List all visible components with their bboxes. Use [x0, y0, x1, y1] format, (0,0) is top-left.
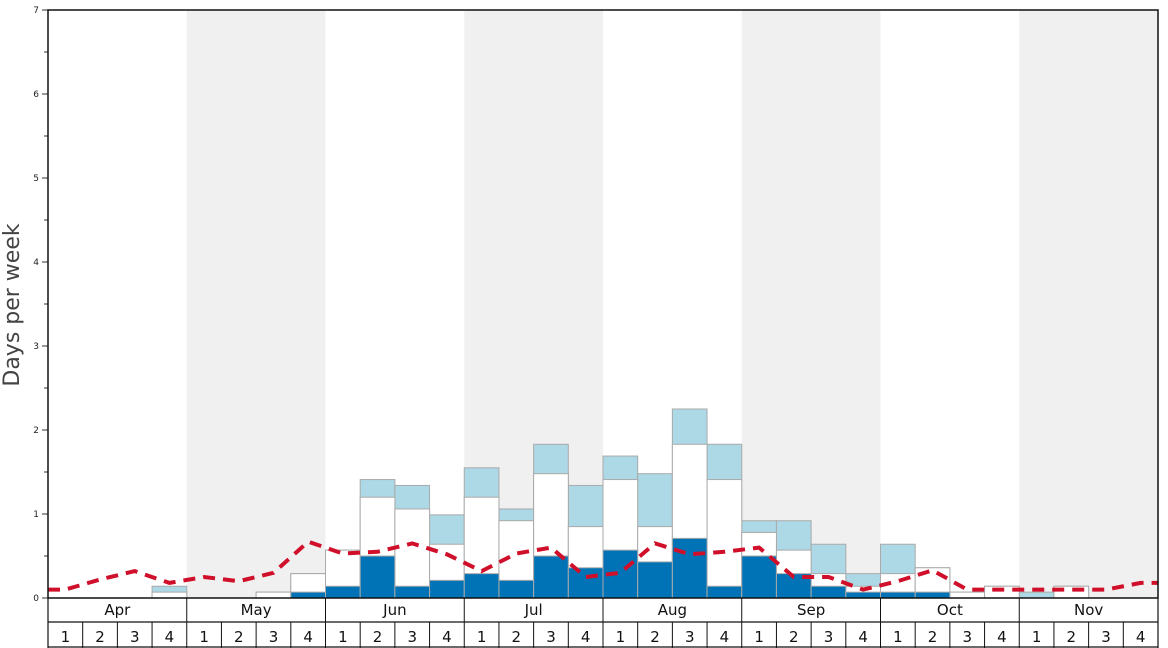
y-tick-label: 5: [33, 174, 39, 184]
y-axis-label: Days per week: [0, 223, 25, 386]
week-label: 4: [442, 628, 452, 646]
month-band: [186, 10, 326, 598]
bar-bottom: [741, 555, 777, 599]
month-band: [1019, 10, 1158, 598]
week-label: 4: [997, 628, 1007, 646]
week-label: 4: [165, 628, 175, 646]
bar-bottom: [498, 579, 535, 599]
bar-bottom: [463, 573, 500, 599]
y-tick-label: 3: [33, 342, 39, 352]
week-label: 2: [512, 628, 522, 646]
month-bands: [186, 10, 1158, 598]
week-label: 3: [269, 628, 279, 646]
week-label: 4: [720, 628, 730, 646]
x-axis: Apr May Jun Jul Aug Sep Oct Nov 1 2 3 4 1 2 3 4 1 2 3 4 1 2 3 4…: [47, 598, 1159, 648]
week-label: 2: [928, 628, 938, 646]
y-tick-label: 6: [33, 90, 39, 100]
y-tick-label: 7: [33, 6, 39, 16]
month-label: Jul: [524, 601, 543, 619]
week-label: 3: [130, 628, 140, 646]
week-label: 2: [789, 628, 799, 646]
bar-middle: [949, 591, 986, 599]
bar-bottom: [325, 585, 361, 599]
bar-middle: [151, 591, 188, 599]
bar-bottom: [429, 579, 465, 599]
month-label: Apr: [104, 601, 131, 619]
week-label: 3: [824, 628, 834, 646]
week-label: 1: [199, 628, 209, 646]
week-label: 3: [685, 628, 695, 646]
y-axis: 0 1 2 3 4 5 6 7: [33, 6, 48, 604]
week-label: 1: [893, 628, 903, 646]
week-label: 3: [1101, 628, 1111, 646]
week-label: 4: [303, 628, 313, 646]
week-label: 2: [234, 628, 244, 646]
y-tick-label: 0: [33, 594, 39, 604]
week-label: 2: [650, 628, 660, 646]
week-label: 4: [581, 628, 591, 646]
plot-frame: [47, 9, 1159, 599]
month-label: Oct: [937, 601, 963, 619]
week-label: 1: [754, 628, 764, 646]
month-label: Aug: [658, 601, 687, 619]
bar-bottom: [533, 555, 569, 599]
week-label: 1: [1032, 628, 1042, 646]
week-label: 3: [962, 628, 972, 646]
bar-bottom: [567, 567, 604, 599]
bar-middle: [394, 508, 431, 599]
bar-middle: [255, 591, 292, 599]
week-label: 1: [338, 628, 348, 646]
y-tick-label: 4: [33, 258, 39, 268]
bar-bottom: [810, 585, 847, 599]
week-label: 2: [1067, 628, 1077, 646]
month-label: Sep: [797, 601, 825, 619]
y-tick-label: 2: [33, 426, 39, 436]
month-label: Nov: [1074, 601, 1103, 619]
bar-bottom: [706, 585, 743, 599]
bar-bottom: [845, 591, 881, 599]
month-label: Jun: [382, 601, 406, 619]
week-label: 3: [407, 628, 417, 646]
bar-bottom: [637, 561, 673, 599]
month-label: May: [241, 601, 272, 619]
week-label: 1: [61, 628, 71, 646]
bar-bottom: [914, 591, 951, 599]
bar-bottom: [880, 591, 916, 599]
week-label: 2: [95, 628, 105, 646]
bar-bottom: [290, 591, 326, 599]
y-tick-label: 1: [33, 510, 39, 520]
bar-middle: [706, 479, 743, 599]
bar-bottom: [671, 537, 708, 599]
week-label: 2: [373, 628, 383, 646]
bar-bottom: [394, 585, 431, 599]
week-label: 1: [616, 628, 626, 646]
month-band: [741, 10, 881, 598]
week-label: 1: [477, 628, 487, 646]
week-label: 3: [546, 628, 556, 646]
week-label: 4: [1136, 628, 1146, 646]
bar-bottom: [359, 555, 396, 599]
week-label: 4: [858, 628, 868, 646]
bar-top: [1018, 591, 1055, 599]
